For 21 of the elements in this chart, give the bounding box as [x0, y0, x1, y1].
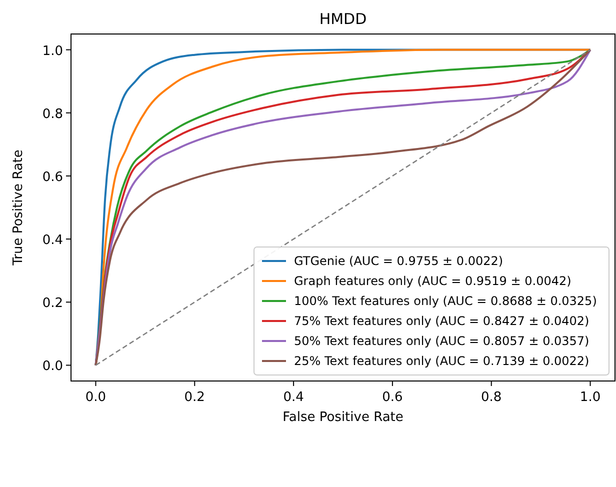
legend-label: Graph features only (AUC = 0.9519 ± 0.0042) [294, 274, 572, 288]
x-tick-label: 0.2 [184, 390, 205, 405]
legend-label: 50% Text features only (AUC = 0.8057 ± 0.0357) [294, 334, 590, 348]
legend-label: 100% Text features only (AUC = 0.8688 ± 0.0325) [294, 294, 597, 308]
y-tick-label: 0.8 [42, 106, 63, 122]
x-tick-label: 0.8 [481, 390, 502, 405]
legend-label: 75% Text features only (AUC = 0.8427 ± 0.0402) [294, 314, 590, 328]
chart-title: HMDD [319, 10, 367, 28]
legend-label: 25% Text features only (AUC = 0.7139 ± 0.0022) [294, 354, 590, 368]
x-tick-label: 0.6 [382, 390, 403, 405]
y-tick-label: 0.0 [42, 359, 63, 374]
y-tick-label: 0.4 [42, 233, 63, 248]
x-axis-title: False Positive Rate [282, 410, 404, 425]
x-tick-label: 0.4 [283, 390, 304, 405]
x-tick-label: 1.0 [580, 390, 601, 405]
legend-label: GTGenie (AUC = 0.9755 ± 0.0022) [294, 254, 504, 268]
x-tick-label: 0.0 [85, 390, 106, 405]
y-axis-title: True Positive Rate [11, 150, 26, 266]
y-tick-label: 0.2 [42, 296, 63, 312]
y-tick-label: 0.6 [42, 170, 63, 185]
y-tick-label: 1.0 [42, 44, 63, 59]
